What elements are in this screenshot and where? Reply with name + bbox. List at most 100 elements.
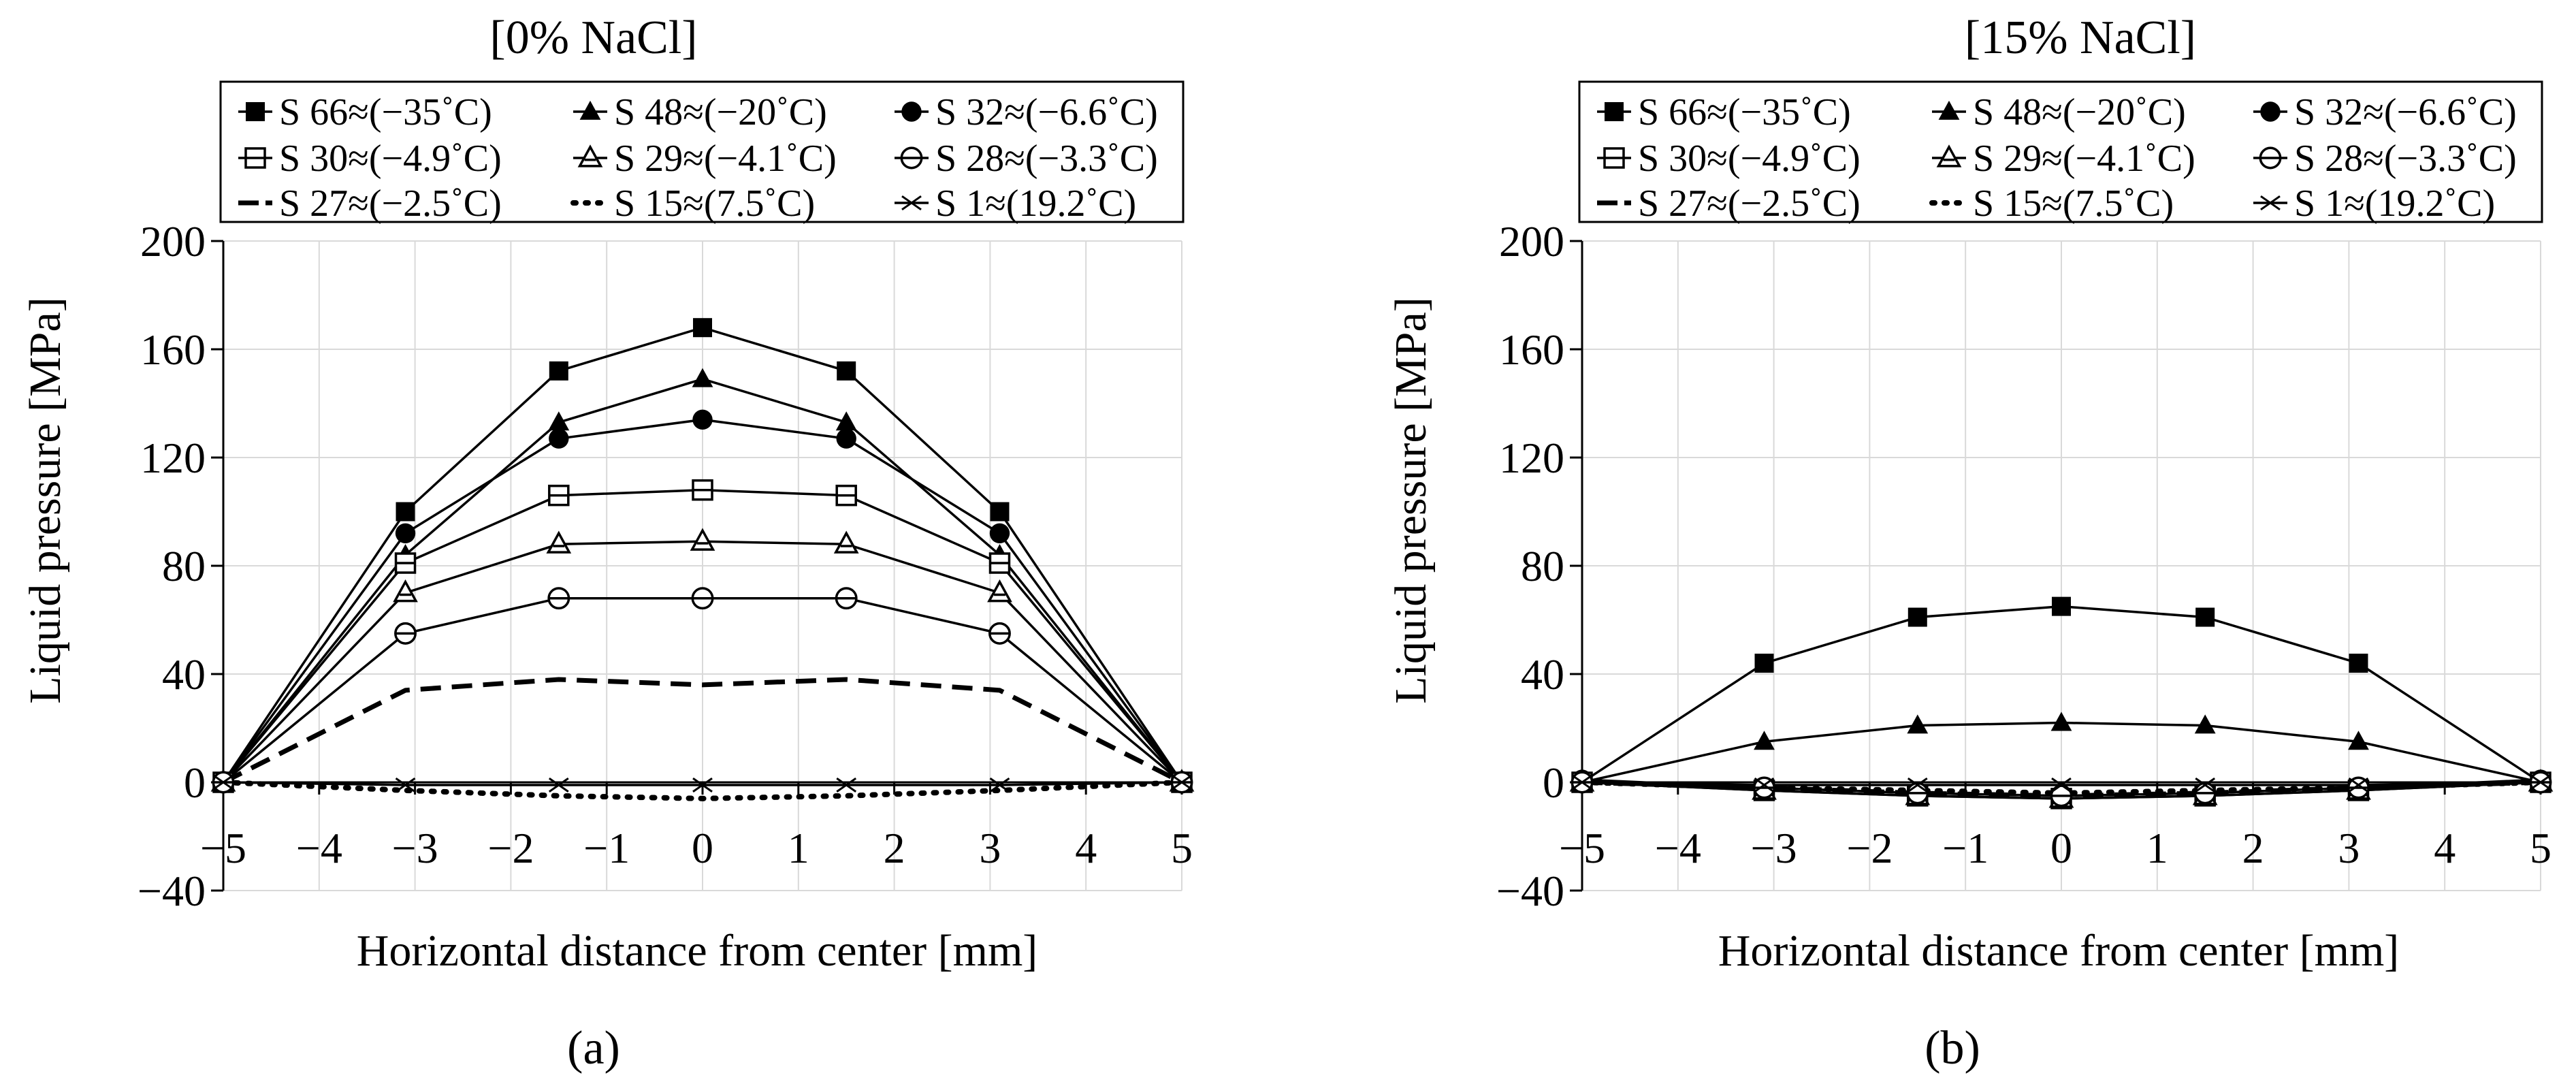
y-axis-label: Liquid pressure [MPa] xyxy=(20,297,70,704)
x-tick-label: −5 xyxy=(200,824,246,872)
marker-triangle xyxy=(2050,711,2072,731)
marker-triangle xyxy=(1938,100,1960,120)
x-axis-label: Horizontal distance from center [mm] xyxy=(357,926,1038,976)
legend-entry: S 28≈(−3.3˚C) xyxy=(895,138,1158,180)
x-tick-label: 3 xyxy=(2338,824,2360,872)
legend-entry: S 1≈(19.2˚C) xyxy=(2253,182,2495,225)
legend-label: S 28≈(−3.3˚C) xyxy=(935,138,1158,180)
marker-asterisk-stroke xyxy=(1907,777,1928,793)
legend-label: S 48≈(−20˚C) xyxy=(1973,91,2186,133)
legend-label: S 30≈(−4.9˚C) xyxy=(279,138,502,180)
marker-open-triangle xyxy=(546,530,572,554)
marker-square xyxy=(837,361,856,381)
x-tick-label: 4 xyxy=(2434,824,2456,872)
y-tick-label: 200 xyxy=(140,217,206,266)
legend-label: S 15≈(7.5˚C) xyxy=(1973,182,2174,225)
marker-open-triangle xyxy=(833,530,859,554)
y-tick-label: −40 xyxy=(1496,867,1564,915)
legend-label: S 29≈(−4.1˚C) xyxy=(614,138,837,180)
legend-box xyxy=(219,80,1185,223)
legend-entry: S 15≈(7.5˚C) xyxy=(1929,182,2174,225)
x-tick-label: −1 xyxy=(1942,824,1989,872)
marker-asterisk-stroke xyxy=(1172,774,1192,790)
legend-entry: S 48≈(−20˚C) xyxy=(573,91,827,133)
marker-open-triangle xyxy=(690,528,715,551)
marker-open-triangle xyxy=(987,579,1012,603)
x-tick-label: 5 xyxy=(1171,824,1193,872)
legend-entry: S 66≈(−35˚C) xyxy=(1597,91,1851,133)
legend-label: S 1≈(19.2˚C) xyxy=(2294,182,2495,225)
series-line xyxy=(222,677,1183,785)
marker-asterisk-stroke xyxy=(2051,777,2072,793)
y-tick-label: 80 xyxy=(1521,542,1564,590)
legend-entry: S 48≈(−20˚C) xyxy=(1932,91,2186,133)
legend: S 66≈(−35˚C) S 48≈(−20˚C) S 32≈(−6.6˚C) S 3… xyxy=(1578,80,2543,225)
marker-triangle xyxy=(2194,714,2216,734)
legend-entry: S 15≈(7.5˚C) xyxy=(570,182,815,225)
marker-open-triangle xyxy=(577,144,603,167)
marker-asterisk-stroke xyxy=(836,777,857,793)
x-tick-label: −2 xyxy=(487,824,534,872)
legend-label: S 15≈(7.5˚C) xyxy=(614,182,815,225)
marker-circle xyxy=(836,428,856,449)
marker-asterisk-stroke xyxy=(2260,195,2281,211)
legend-label: S 32≈(−6.6˚C) xyxy=(2294,91,2517,133)
legend-entry: S 27≈(−2.5˚C) xyxy=(238,182,502,225)
marker-triangle xyxy=(692,368,713,387)
marker-square xyxy=(990,502,1010,522)
legend-entry: S 28≈(−3.3˚C) xyxy=(2253,138,2517,180)
marker-open-triangle xyxy=(1936,144,1962,167)
y-tick-label: 0 xyxy=(184,758,206,807)
legend-label: S 28≈(−3.3˚C) xyxy=(2294,138,2517,180)
legend-label: S 27≈(−2.5˚C) xyxy=(279,182,502,225)
marker-asterisk-stroke xyxy=(1754,777,1775,793)
marker-triangle xyxy=(1754,731,1775,750)
marker-circle xyxy=(549,428,569,449)
y-tick-label: 40 xyxy=(1521,650,1564,699)
x-tick-label: −1 xyxy=(583,824,630,872)
legend-entry: S 32≈(−6.6˚C) xyxy=(895,91,1158,133)
legend-label: S 29≈(−4.1˚C) xyxy=(1973,138,2195,180)
x-tick-label: 2 xyxy=(2242,824,2264,872)
x-tick-label: −5 xyxy=(1559,824,1605,872)
x-tick-label: 2 xyxy=(884,824,905,872)
chart-title: [15% NaCl] xyxy=(1965,12,2196,64)
legend-label: S 66≈(−35˚C) xyxy=(279,91,492,133)
legend-entry: S 30≈(−4.9˚C) xyxy=(1597,138,1861,180)
y-tick-label: 80 xyxy=(162,542,206,590)
marker-triangle xyxy=(579,100,601,120)
marker-square xyxy=(2052,596,2071,616)
marker-triangle xyxy=(2348,731,2369,750)
marker-triangle xyxy=(835,411,857,431)
marker-square xyxy=(693,318,712,338)
legend-box xyxy=(1578,80,2543,223)
x-tick-label: 5 xyxy=(2530,824,2551,872)
x-axis-label: Horizontal distance from center [mm] xyxy=(1718,926,2400,976)
y-tick-label: 160 xyxy=(140,325,206,374)
marker-circle xyxy=(901,101,922,122)
marker-asterisk-stroke xyxy=(2348,777,2369,793)
x-tick-label: −4 xyxy=(1655,824,1701,872)
legend-label: S 48≈(−20˚C) xyxy=(614,91,827,133)
marker-asterisk-stroke xyxy=(989,777,1010,793)
legend-entry: S 29≈(−4.1˚C) xyxy=(573,138,837,180)
y-tick-label: 40 xyxy=(162,650,206,699)
marker-asterisk-stroke xyxy=(213,774,234,790)
marker-square xyxy=(2349,654,2368,673)
legend-label: S 1≈(19.2˚C) xyxy=(935,182,1136,225)
chart-panel-b: [15% NaCl] Horizontal distance from cent… xyxy=(1386,12,2554,1074)
marker-open-triangle xyxy=(393,579,418,603)
legend-label: S 27≈(−2.5˚C) xyxy=(1638,182,1861,225)
panel-label: (a) xyxy=(567,1022,620,1074)
legend-label: S 32≈(−6.6˚C) xyxy=(935,91,1158,133)
marker-square xyxy=(1907,607,1927,627)
x-tick-label: 0 xyxy=(692,824,713,872)
legend-label: S 30≈(−4.9˚C) xyxy=(1638,138,1861,180)
y-tick-label: 200 xyxy=(1499,217,1564,266)
y-tick-label: 0 xyxy=(1543,758,1564,807)
marker-circle xyxy=(989,523,1010,543)
marker-square xyxy=(1754,654,1774,673)
x-tick-label: 1 xyxy=(788,824,809,872)
legend-entry: S 30≈(−4.9˚C) xyxy=(238,138,502,180)
legend-entry: S 29≈(−4.1˚C) xyxy=(1932,138,2195,180)
